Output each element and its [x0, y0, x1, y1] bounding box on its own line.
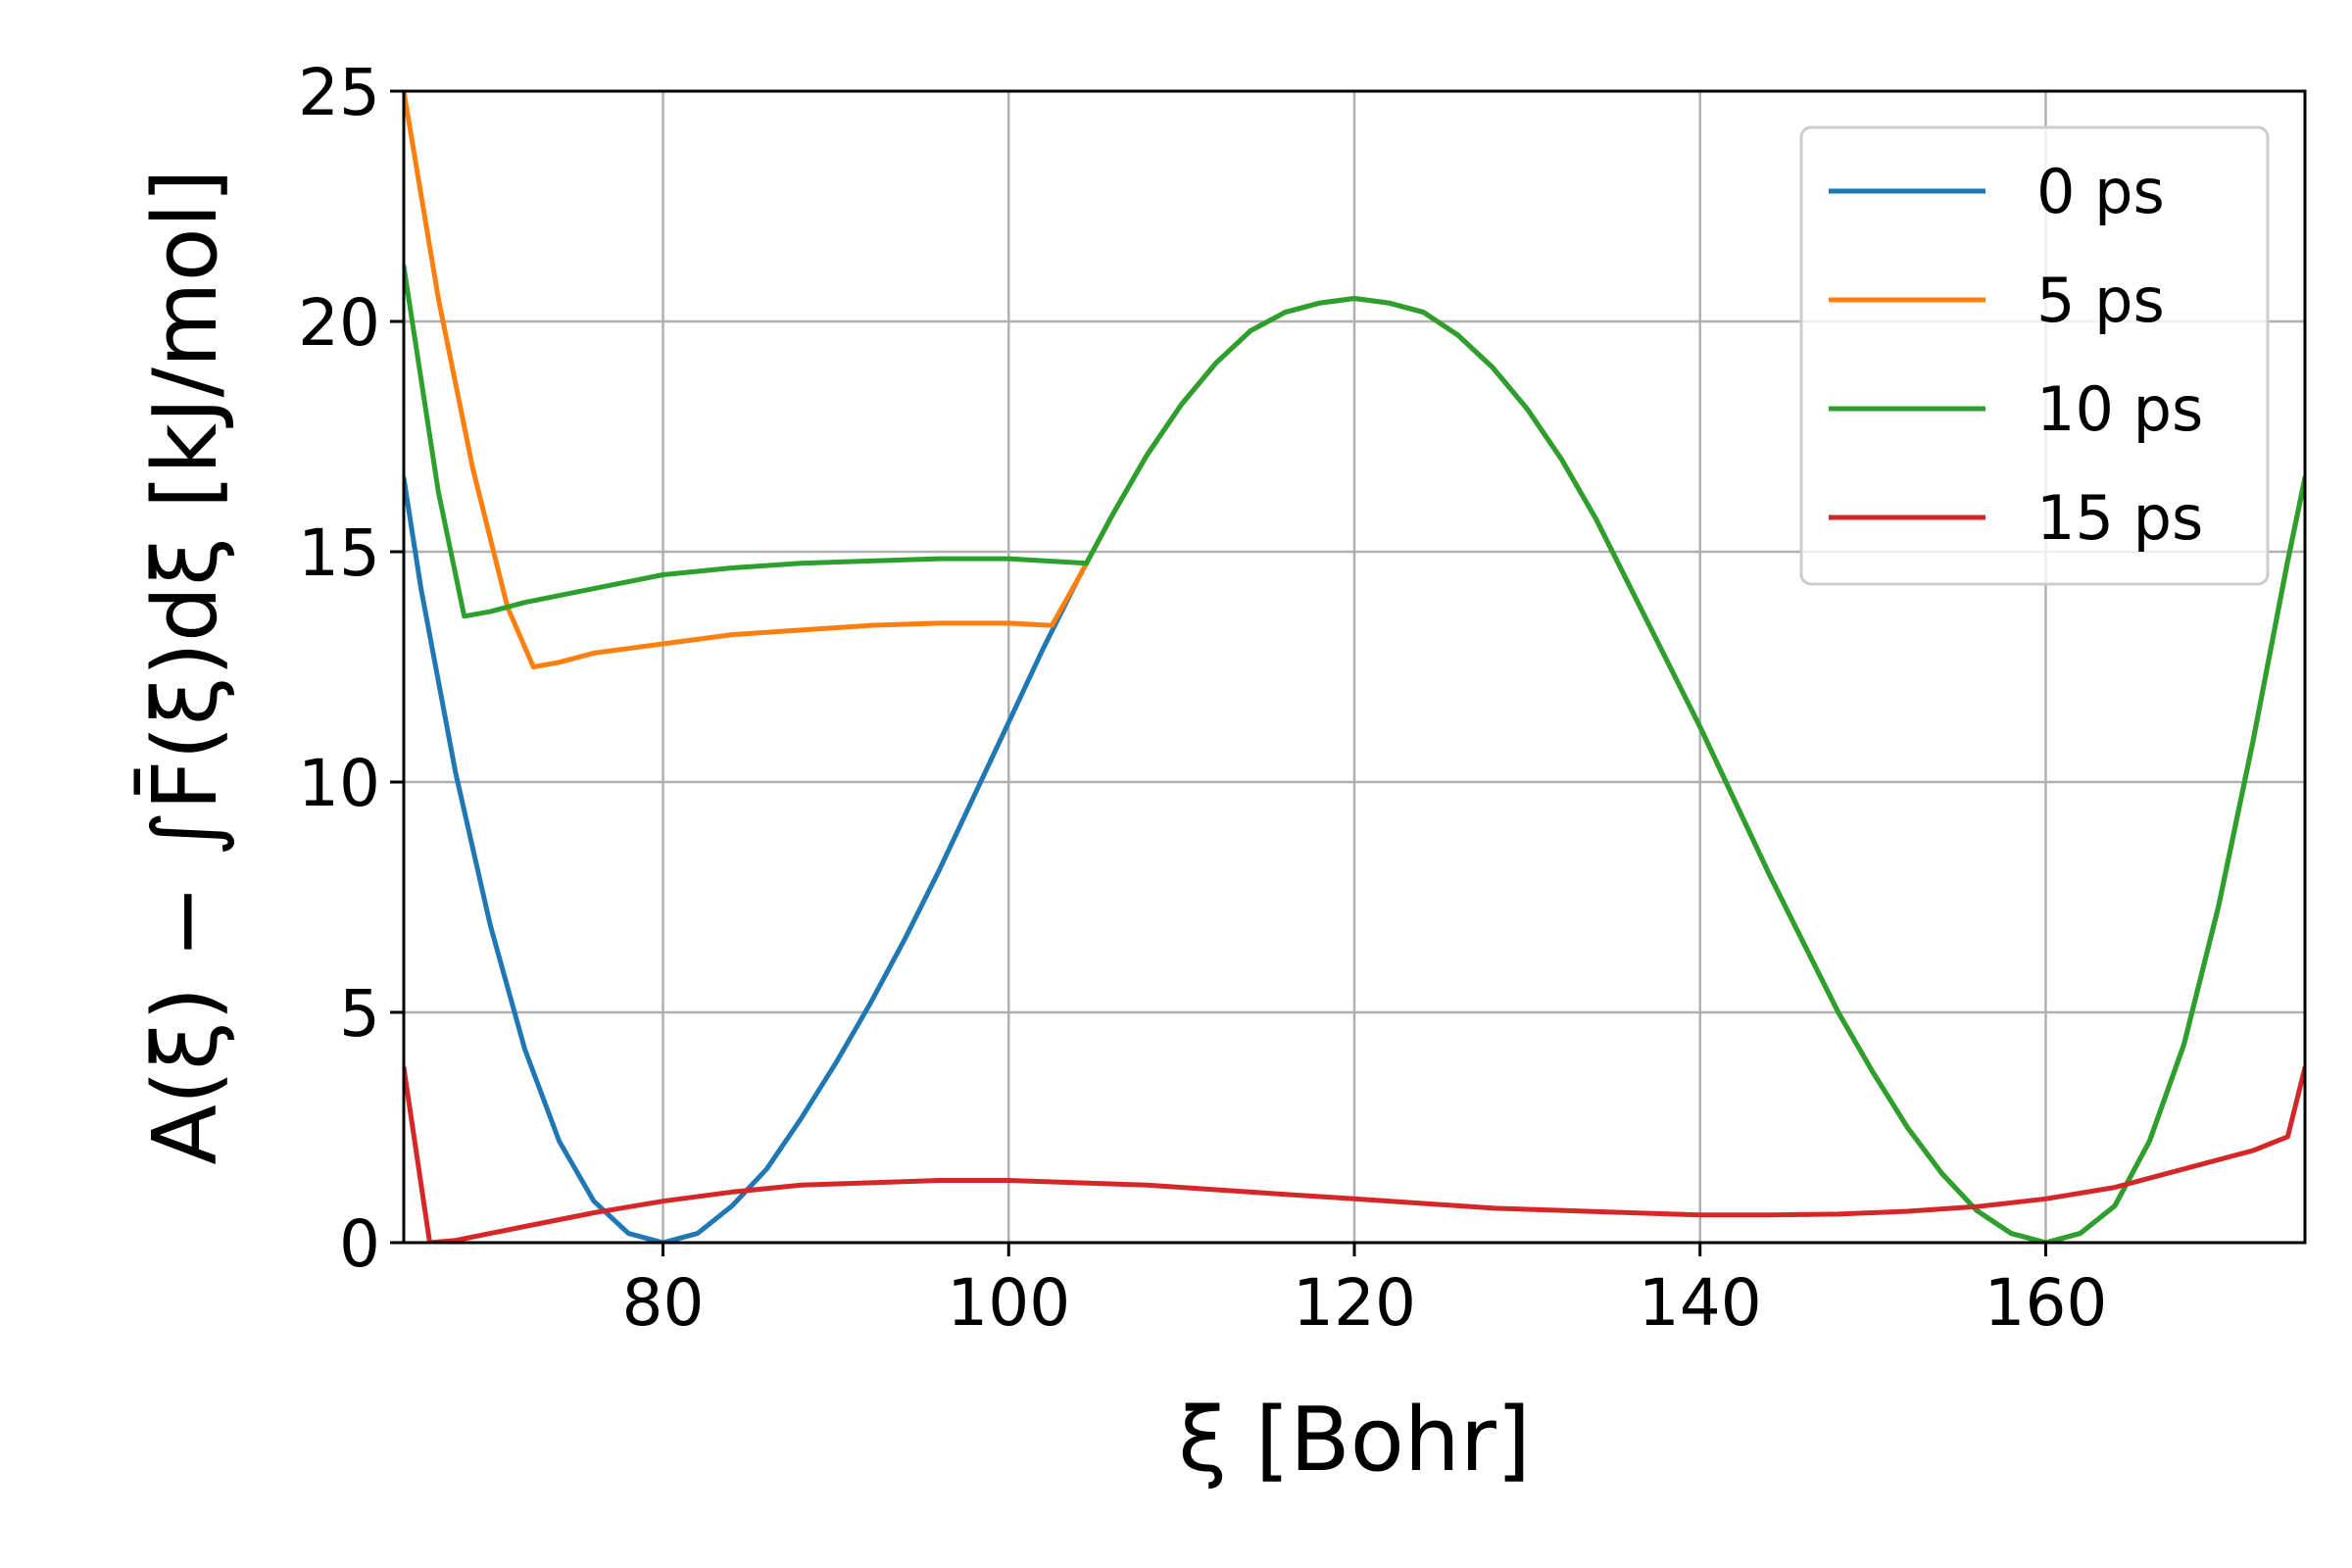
y-tick-label: 20: [298, 285, 380, 361]
x-tick-label: 160: [1984, 1265, 2107, 1341]
series-line-15-ps: [404, 1064, 2305, 1243]
x-tick-label: 80: [622, 1265, 705, 1341]
ticks: 80 100 120 140 160 0 5 10 15 20 25: [298, 55, 2107, 1341]
legend: 0 ps 5 ps 10 ps 15 ps: [1799, 125, 2270, 586]
y-tick-label: 25: [298, 55, 380, 130]
y-axis-title: A(ξ) − ∫F̄(ξ)dξ [kJ/mol]: [132, 169, 236, 1165]
legend-label: 15 ps: [2036, 482, 2203, 554]
legend-label: 0 ps: [2036, 156, 2165, 227]
y-tick-label: 15: [298, 515, 380, 591]
x-tick-label: 140: [1639, 1265, 1762, 1341]
y-tick-label: 0: [339, 1206, 380, 1282]
x-tick-label: 120: [1293, 1265, 1416, 1341]
y-tick-label: 5: [339, 976, 380, 1052]
series-line-10-ps: [404, 264, 2305, 1243]
x-axis-title: ξ [Bohr]: [1178, 1389, 1531, 1492]
legend-label: 10 ps: [2036, 373, 2203, 445]
plot-series: [404, 91, 2305, 1243]
legend-box: [1799, 125, 2270, 586]
y-tick-label: 10: [298, 746, 380, 821]
legend-label: 5 ps: [2036, 265, 2165, 336]
x-tick-label: 100: [947, 1265, 1070, 1341]
